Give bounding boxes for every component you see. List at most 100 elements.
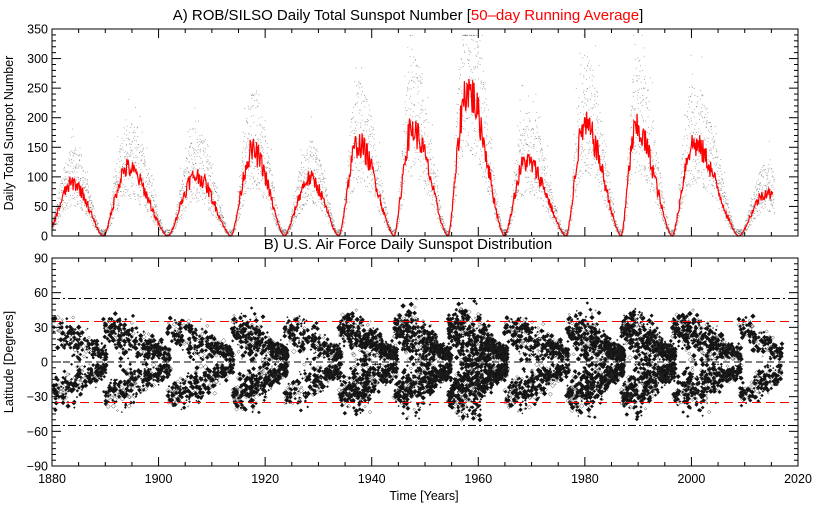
daily-dot (457, 113, 458, 114)
daily-dot (364, 181, 365, 182)
daily-dot (583, 107, 584, 108)
daily-dot (642, 70, 643, 71)
daily-dot (276, 205, 277, 206)
daily-dot (119, 189, 120, 190)
daily-dot (354, 130, 355, 131)
daily-dot (76, 164, 77, 165)
daily-dot (353, 177, 354, 178)
daily-dot (203, 168, 204, 169)
daily-dot (598, 170, 599, 171)
daily-dot (299, 173, 300, 174)
daily-dot (266, 196, 267, 197)
daily-dot (77, 172, 78, 173)
daily-dot (175, 228, 176, 229)
daily-dot (459, 109, 460, 110)
daily-dot (299, 176, 300, 177)
daily-dot (242, 152, 243, 153)
daily-dot (211, 188, 212, 189)
daily-dot (349, 188, 350, 189)
daily-dot (302, 192, 303, 193)
daily-dot (68, 165, 69, 166)
daily-dot (240, 175, 241, 176)
daily-dot (256, 91, 257, 92)
daily-dot (272, 183, 273, 184)
daily-dot (437, 187, 438, 188)
daily-dot (465, 146, 466, 147)
daily-dot (589, 173, 590, 174)
daily-dot (75, 206, 76, 207)
daily-dot (256, 107, 257, 108)
daily-dot (284, 231, 285, 232)
daily-dot (352, 118, 353, 119)
daily-dot (630, 115, 631, 116)
daily-dot (247, 147, 248, 148)
daily-dot (359, 110, 360, 111)
daily-dot (165, 232, 166, 233)
daily-dot (470, 71, 471, 72)
daily-dot (580, 112, 581, 113)
daily-dot (538, 136, 539, 137)
daily-dot (495, 219, 496, 220)
daily-dot (260, 134, 261, 135)
daily-dot (381, 201, 382, 202)
daily-dot (60, 216, 61, 217)
daily-dot (527, 176, 528, 177)
daily-dot (469, 77, 470, 78)
daily-dot (261, 145, 262, 146)
daily-dot (244, 184, 245, 185)
daily-dot (302, 174, 303, 175)
daily-dot (199, 144, 200, 145)
daily-dot (463, 140, 464, 141)
daily-dot (642, 117, 643, 118)
daily-dot (537, 182, 538, 183)
daily-dot (145, 165, 146, 166)
daily-dot (546, 207, 547, 208)
daily-dot (57, 223, 58, 224)
daily-dot (489, 142, 490, 143)
daily-dot (585, 99, 586, 100)
daily-dot (161, 225, 162, 226)
daily-dot (247, 123, 248, 124)
daily-dot (517, 126, 518, 127)
daily-dot (119, 151, 120, 152)
daily-dot (523, 195, 524, 196)
daily-dot (602, 150, 603, 151)
daily-dot (545, 175, 546, 176)
daily-dot (591, 96, 592, 97)
daily-dot (209, 207, 210, 208)
daily-dot (124, 156, 125, 157)
daily-dot (377, 179, 378, 180)
daily-dot (72, 152, 73, 153)
daily-dot (239, 206, 240, 207)
daily-dot (639, 154, 640, 155)
daily-dot (143, 149, 144, 150)
daily-dot (356, 125, 357, 126)
daily-dot (640, 144, 641, 145)
daily-dot (64, 196, 65, 197)
daily-dot (358, 123, 359, 124)
daily-dot (397, 227, 398, 228)
daily-dot (244, 136, 245, 137)
daily-dot (631, 106, 632, 107)
daily-dot (364, 107, 365, 108)
daily-dot (440, 225, 441, 226)
daily-dot (589, 87, 590, 88)
daily-dot (269, 158, 270, 159)
daily-dot (204, 203, 205, 204)
daily-dot (337, 234, 338, 235)
daily-dot (577, 137, 578, 138)
daily-dot (471, 39, 472, 40)
daily-dot (293, 195, 294, 196)
daily-dot (390, 227, 391, 228)
daily-dot (421, 109, 422, 110)
daily-dot (307, 196, 308, 197)
daily-dot (354, 188, 355, 189)
daily-dot (124, 127, 125, 128)
daily-dot (584, 139, 585, 140)
daily-dot (140, 151, 141, 152)
daily-dot (155, 194, 156, 195)
daily-dot (69, 152, 70, 153)
daily-dot (577, 149, 578, 150)
daily-dot (461, 93, 462, 94)
daily-dot (332, 218, 333, 219)
